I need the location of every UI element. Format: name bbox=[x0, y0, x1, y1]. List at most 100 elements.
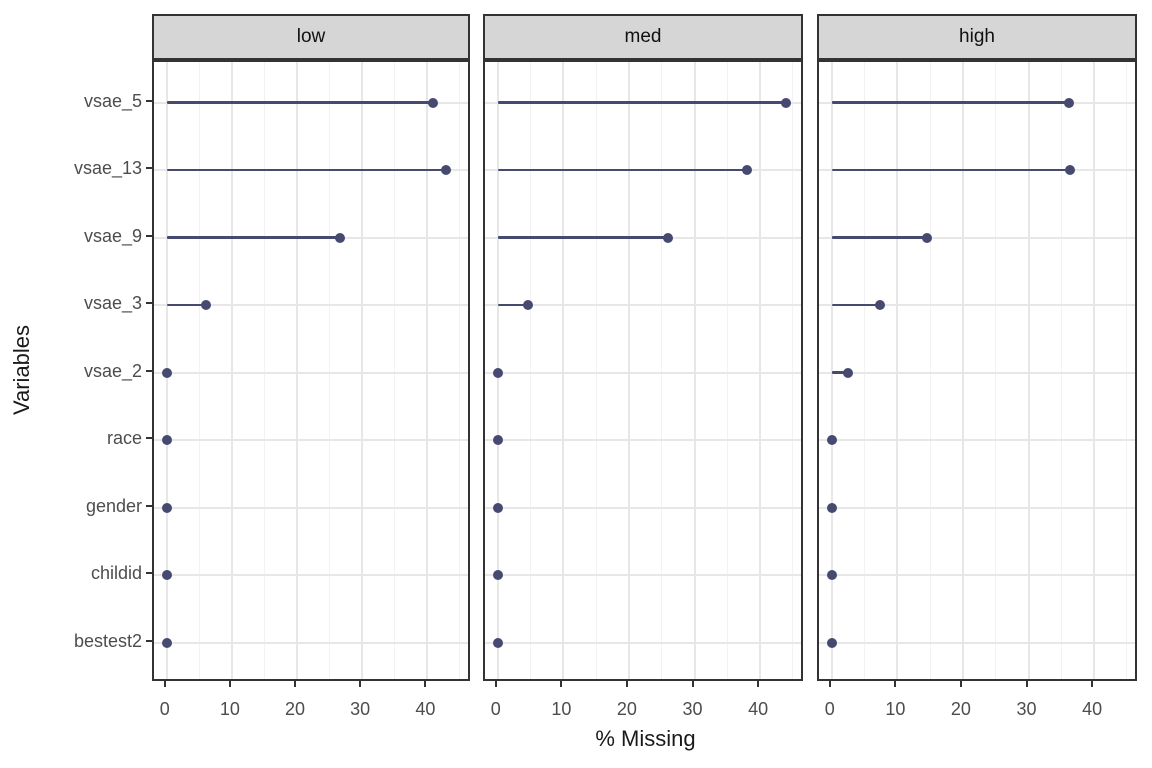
facet-strip: high bbox=[817, 14, 1137, 60]
gridline-h bbox=[819, 439, 1135, 441]
y-tick-mark bbox=[146, 369, 152, 372]
x-tick-label: 40 bbox=[415, 699, 436, 719]
x-tick-label: 30 bbox=[682, 699, 703, 719]
y-tick-mark bbox=[146, 99, 152, 102]
x-tick-label: 20 bbox=[285, 699, 306, 719]
x-tick-label: 10 bbox=[885, 699, 906, 719]
gridline-major-v bbox=[1027, 62, 1030, 679]
lollipop-dot bbox=[921, 232, 932, 243]
x-tick-label: 40 bbox=[1082, 699, 1103, 719]
lollipop-dot bbox=[1064, 97, 1075, 108]
facet-panel bbox=[817, 60, 1137, 681]
x-tick-label: 20 bbox=[950, 699, 971, 719]
x-tick-mark bbox=[1091, 681, 1094, 687]
gridline-major-v bbox=[562, 62, 565, 679]
lollipop-dot bbox=[492, 570, 503, 580]
y-tick-label: bestest2 bbox=[73, 630, 142, 651]
gridline-minor-v bbox=[726, 62, 728, 679]
lollipop-dot bbox=[161, 367, 172, 378]
lollipop-dot bbox=[662, 232, 673, 243]
x-axis-title: % Missing bbox=[595, 726, 696, 751]
y-tick-label: vsae_3 bbox=[83, 293, 142, 313]
gridline-h bbox=[154, 641, 468, 644]
facet-strip-label: low bbox=[296, 26, 326, 47]
gridline-major-v bbox=[296, 62, 299, 679]
gridline-h bbox=[819, 641, 1135, 644]
x-tick-mark bbox=[494, 681, 497, 687]
x-tick-label: 0 bbox=[490, 699, 501, 719]
gridline-minor-v bbox=[198, 62, 200, 679]
gridline-major-v bbox=[896, 62, 899, 679]
lollipop-dot bbox=[492, 367, 503, 378]
x-tick-mark bbox=[959, 681, 962, 687]
lollipop-dot bbox=[842, 367, 853, 378]
y-tick-mark bbox=[146, 504, 152, 507]
y-tick-label: vsae_2 bbox=[83, 360, 142, 381]
gridline-major-v bbox=[961, 62, 964, 679]
lollipop-dot bbox=[874, 300, 885, 310]
gridline-minor-v bbox=[394, 62, 396, 679]
lollipop-stem bbox=[831, 371, 848, 374]
lollipop-stem bbox=[497, 168, 747, 172]
lollipop-stem bbox=[497, 303, 528, 307]
lollipop-dot bbox=[427, 97, 438, 108]
y-tick-mark bbox=[146, 437, 152, 439]
gridline-h bbox=[819, 371, 1135, 374]
lollipop-dot bbox=[741, 165, 752, 175]
y-tick-mark bbox=[146, 639, 152, 642]
gridline-h bbox=[819, 304, 1135, 306]
lollipop-stem bbox=[166, 168, 446, 172]
gridline-h bbox=[485, 304, 801, 306]
lollipop-stem bbox=[166, 101, 433, 104]
gridline-h bbox=[485, 371, 801, 374]
facet-strip: med bbox=[483, 14, 803, 60]
x-tick-mark bbox=[560, 681, 563, 687]
x-tick-label: 20 bbox=[616, 699, 637, 719]
lollipop-dot bbox=[161, 637, 172, 648]
lollipop-dot bbox=[161, 502, 172, 513]
gridline-minor-v bbox=[329, 62, 331, 679]
x-tick-mark bbox=[359, 681, 362, 687]
gridline-minor-v bbox=[530, 62, 532, 679]
x-tick-mark bbox=[625, 681, 628, 687]
y-tick-mark bbox=[146, 302, 152, 304]
gridline-h bbox=[485, 439, 801, 441]
gridline-h bbox=[819, 506, 1135, 509]
y-tick-label: vsae_13 bbox=[73, 158, 142, 178]
lollipop-dot bbox=[492, 637, 503, 648]
y-tick-label: vsae_5 bbox=[83, 90, 142, 111]
gridline-major-v bbox=[1093, 62, 1096, 679]
lollipop-stem bbox=[831, 236, 927, 239]
x-tick-mark bbox=[163, 681, 166, 687]
lollipop-stem bbox=[497, 236, 668, 239]
x-tick-label: 0 bbox=[824, 699, 835, 719]
x-tick-label: 10 bbox=[551, 699, 572, 719]
gridline-major-v bbox=[693, 62, 696, 679]
gridline-h bbox=[154, 304, 468, 306]
lollipop-stem bbox=[831, 168, 1071, 172]
gridline-minor-v bbox=[929, 62, 931, 679]
x-tick-mark bbox=[894, 681, 897, 687]
facet-strip-label: high bbox=[959, 26, 995, 47]
gridline-minor-v bbox=[595, 62, 597, 679]
lollipop-dot bbox=[826, 637, 837, 648]
lollipop-dot bbox=[335, 232, 346, 243]
y-tick-label: vsae_9 bbox=[83, 225, 142, 246]
x-tick-label: 30 bbox=[1016, 699, 1037, 719]
gridline-minor-v bbox=[661, 62, 663, 679]
gridline-h bbox=[819, 236, 1135, 239]
lollipop-stem bbox=[497, 101, 787, 104]
gridline-h bbox=[819, 574, 1135, 576]
lollipop-stem bbox=[166, 303, 207, 307]
lollipop-dot bbox=[522, 300, 533, 310]
gridline-h bbox=[154, 574, 468, 576]
gridline-minor-v bbox=[864, 62, 866, 679]
gridline-major-v bbox=[830, 62, 833, 679]
gridline-minor-v bbox=[995, 62, 997, 679]
facet-panel bbox=[152, 60, 470, 681]
x-tick-mark bbox=[294, 681, 297, 687]
x-tick-label: 10 bbox=[219, 699, 240, 719]
gridline-h bbox=[154, 371, 468, 374]
lollipop-stem bbox=[166, 236, 341, 239]
gridline-minor-v bbox=[1060, 62, 1062, 679]
